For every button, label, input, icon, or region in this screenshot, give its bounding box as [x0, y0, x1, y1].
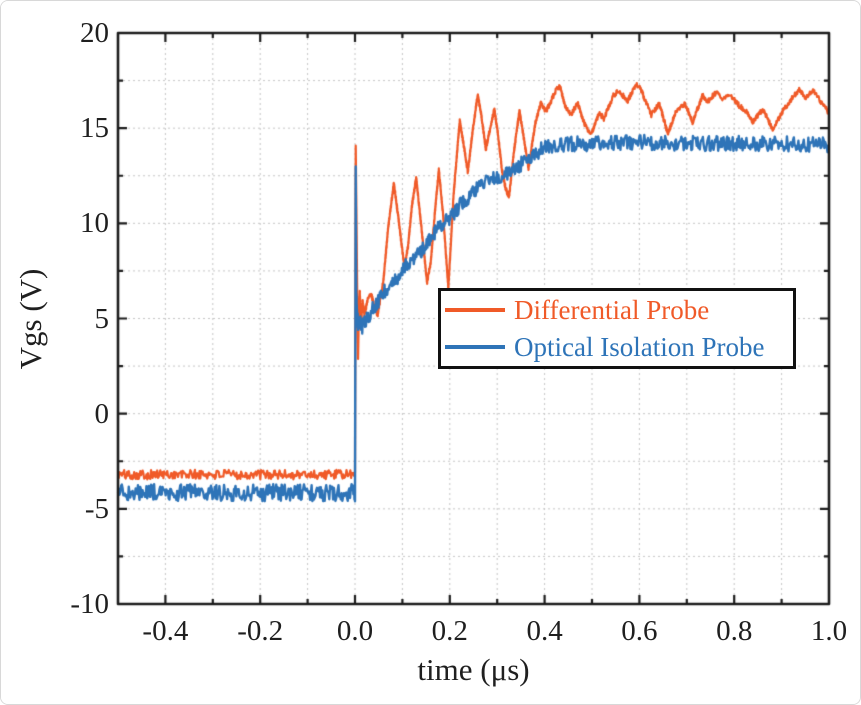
y-tick-label-15: 15: [80, 112, 109, 145]
x-tick-label-0.8: 0.8: [716, 615, 753, 647]
differential-probe-label: Differential Probe: [514, 295, 710, 326]
differential-probe-line-swatch: [445, 308, 505, 313]
legend-row-differential-probe: Differential Probe: [441, 293, 793, 327]
optical-isolation-probe-line-swatch: [445, 344, 505, 349]
x-axis-label: time (μs): [417, 652, 530, 687]
x-tick-label-1.0: 1.0: [810, 615, 848, 647]
optical-isolation-probe-label: Optical Isolation Probe: [514, 331, 765, 362]
x-tick-label--0.2: -0.2: [237, 615, 284, 647]
y-tick-label--10: -10: [70, 588, 109, 620]
x-tick-label-0.6: 0.6: [621, 615, 658, 647]
legend-row-optical-isolation-probe: Optical Isolation Probe: [441, 330, 793, 364]
y-tick-label-10: 10: [80, 207, 109, 240]
x-tick-label-0.0: 0.0: [336, 615, 374, 647]
y-tick-label-0: 0: [94, 397, 110, 430]
y-axis-label: Vgs (V): [13, 268, 48, 369]
x-tick-label--0.4: -0.4: [142, 615, 189, 647]
y-tick-label-20: 20: [80, 17, 109, 49]
y-tick-label--5: -5: [84, 492, 109, 525]
y-tick-label-5: 5: [94, 302, 110, 335]
legend-box: Differential Probe Optical Isolation Pro…: [438, 288, 796, 369]
x-tick-label-0.4: 0.4: [526, 615, 563, 647]
x-tick-label-0.2: 0.2: [431, 615, 468, 647]
